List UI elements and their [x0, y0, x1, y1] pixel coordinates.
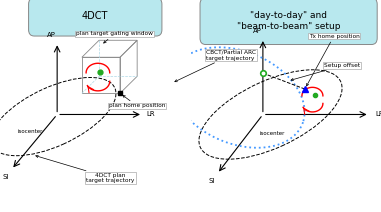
FancyBboxPatch shape	[200, 0, 377, 45]
Text: Setup offset: Setup offset	[291, 63, 360, 81]
Text: SI: SI	[3, 174, 9, 180]
Text: "day-to-day" and
"beam-to-beam" setup: "day-to-day" and "beam-to-beam" setup	[237, 11, 340, 31]
Text: AP: AP	[47, 32, 56, 38]
Text: SI: SI	[208, 178, 215, 184]
Text: LR: LR	[375, 112, 381, 117]
Text: LR: LR	[147, 112, 155, 117]
FancyBboxPatch shape	[29, 0, 162, 36]
Text: AP: AP	[253, 28, 262, 34]
Text: Tx home position: Tx home position	[306, 33, 359, 86]
Text: 4DCT: 4DCT	[82, 11, 109, 21]
Text: isocenter: isocenter	[18, 129, 43, 134]
Text: CBCT/Partial ARC
target trajectory: CBCT/Partial ARC target trajectory	[175, 50, 256, 82]
Text: plan target gating window: plan target gating window	[76, 31, 153, 43]
Text: 4DCT plan
target trajectory: 4DCT plan target trajectory	[36, 155, 134, 183]
Text: isocenter: isocenter	[260, 131, 285, 136]
Text: plan home position: plan home position	[109, 95, 165, 109]
